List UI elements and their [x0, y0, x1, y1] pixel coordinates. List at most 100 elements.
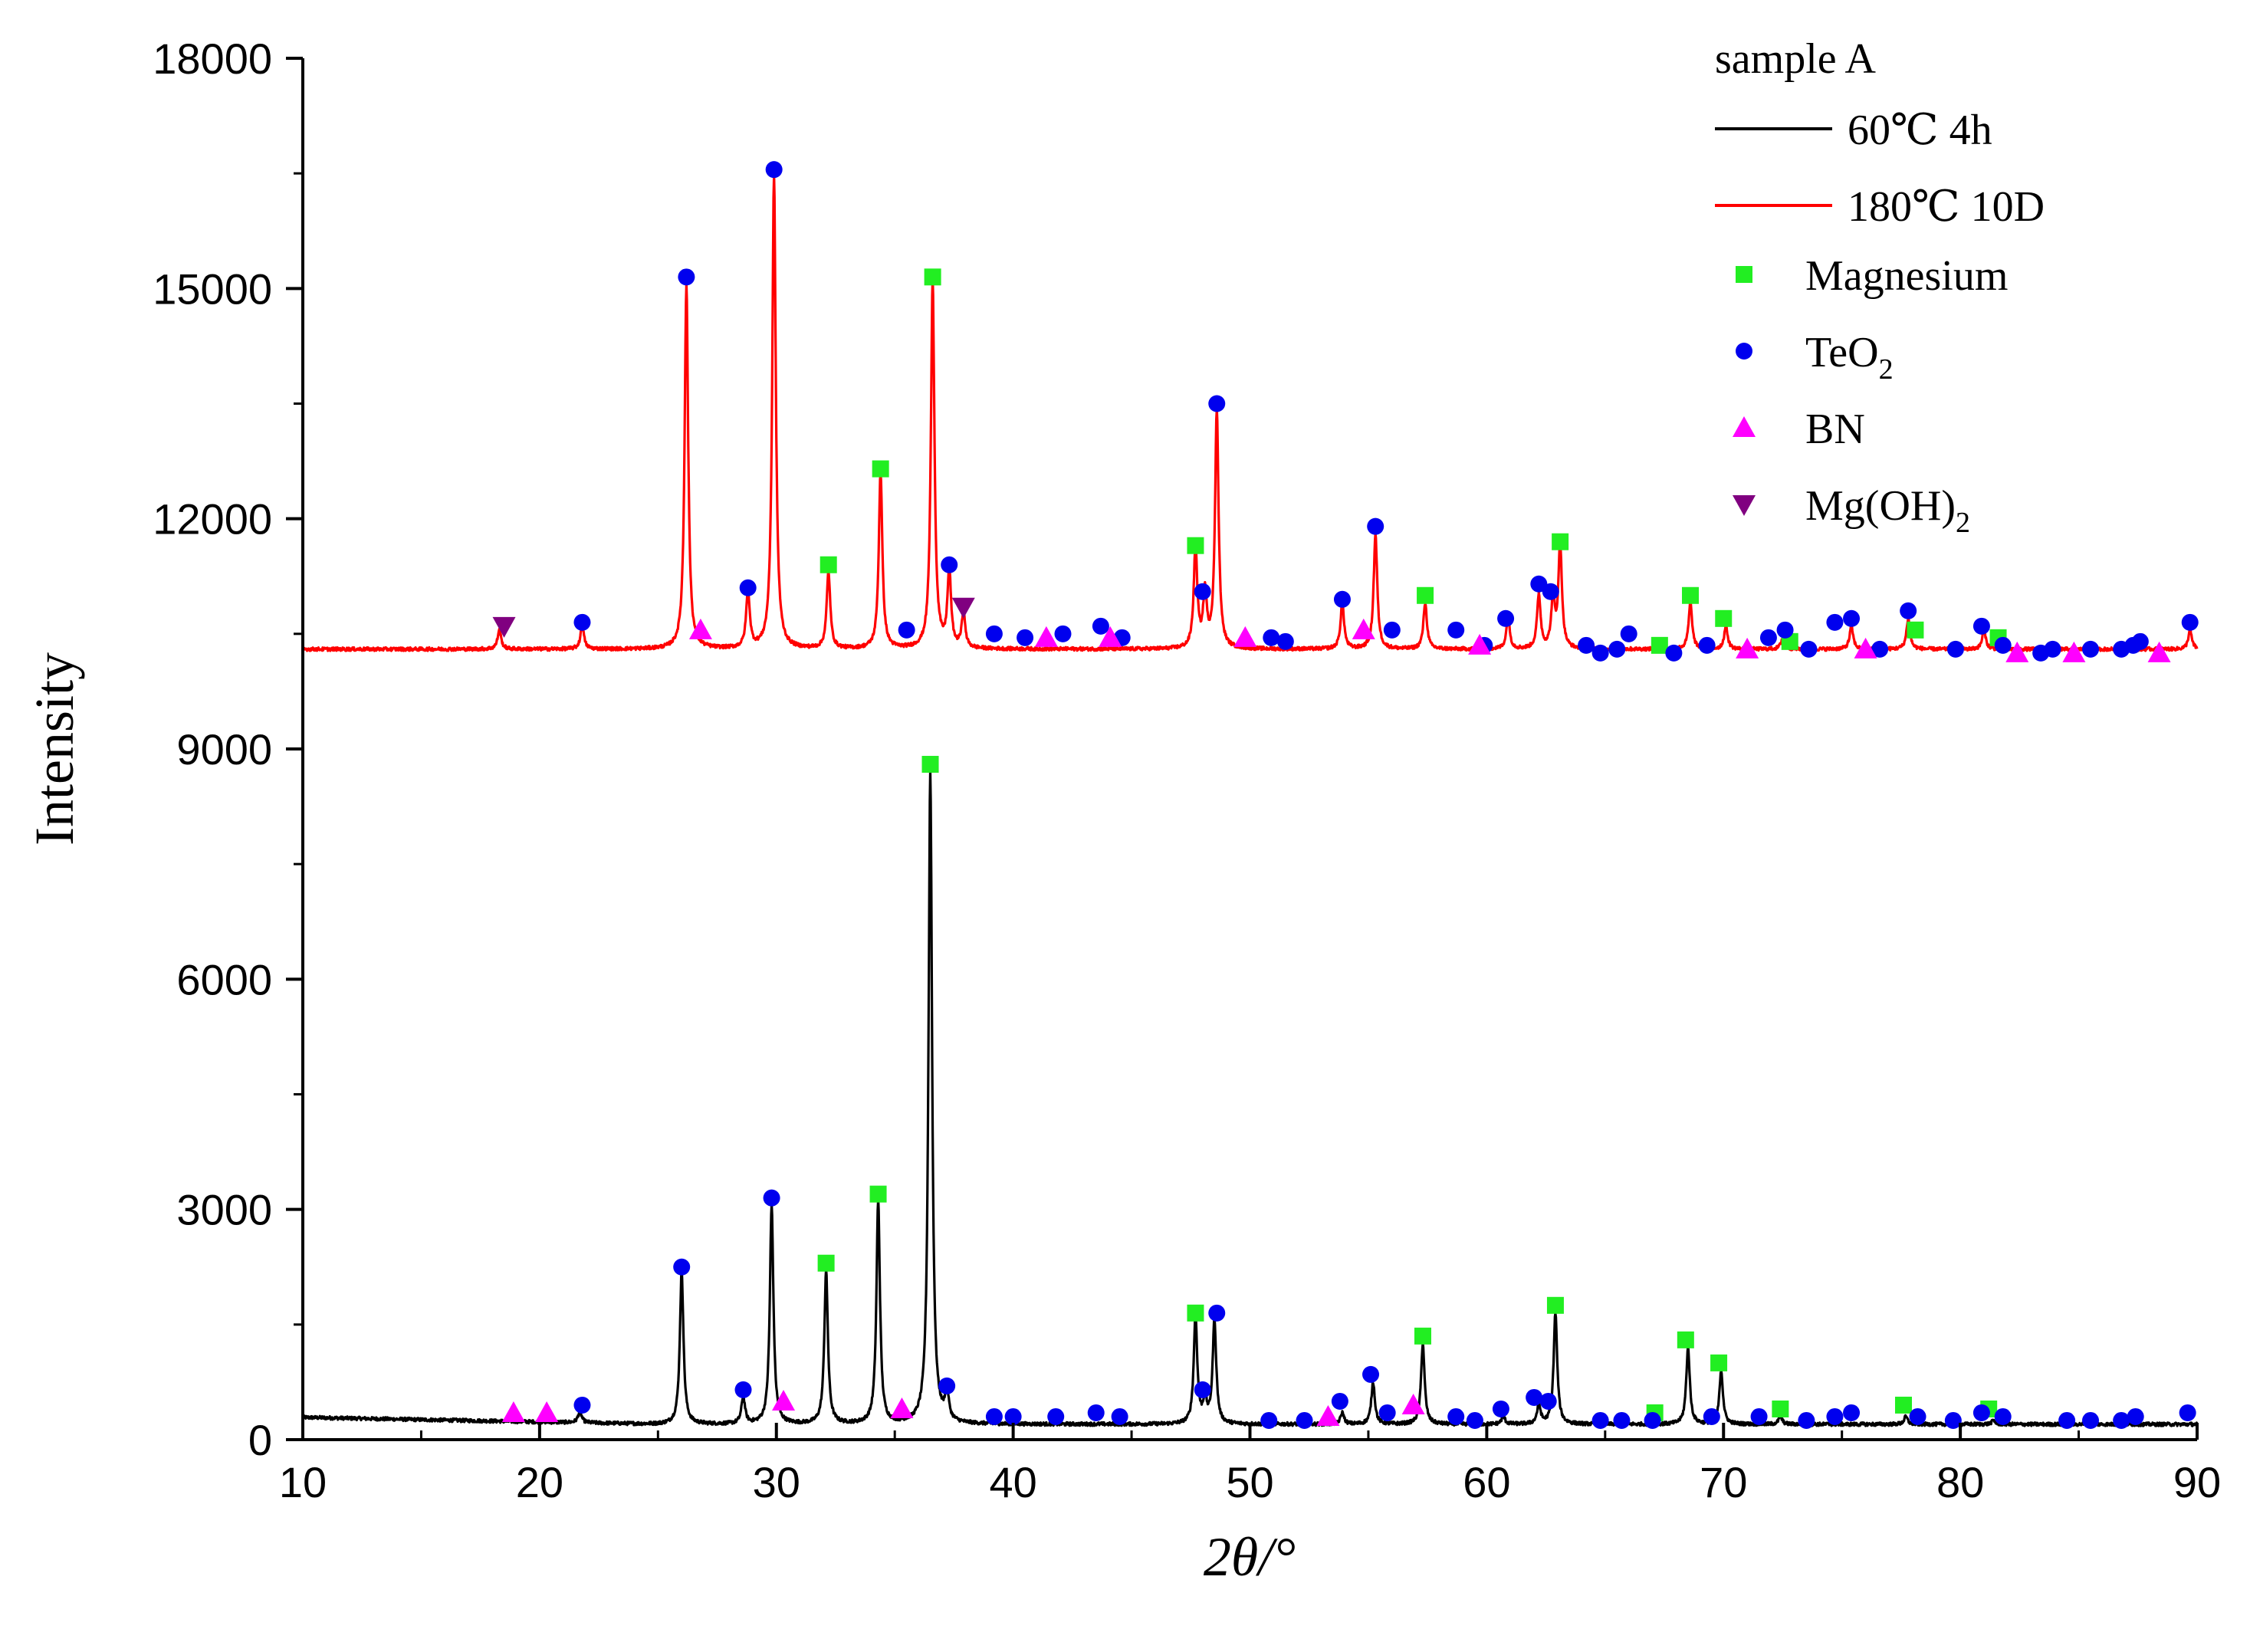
teo2-marker — [1909, 1407, 1926, 1425]
magnesium-marker — [872, 460, 889, 478]
teo2-marker — [1447, 621, 1465, 639]
bn-marker — [1401, 1393, 1425, 1414]
teo2-marker — [1466, 1411, 1483, 1429]
teo2-marker — [1843, 1404, 1861, 1421]
teo2-marker — [938, 1377, 956, 1394]
teo2-marker — [1800, 640, 1818, 658]
magnesium-marker — [924, 268, 941, 286]
tick-labels: 10 20 30 40 50 60 70 80 90 0 3000 6000 9000 12000 1500… — [153, 34, 2221, 1506]
legend-marker-label: Mg(OH)2 — [1805, 482, 1970, 539]
y-tick-label: 6000 — [176, 955, 272, 1003]
teo2-marker — [1578, 636, 1595, 654]
teo2-marker — [985, 625, 1003, 642]
x-tick-label: 50 — [1226, 1458, 1273, 1506]
teo2-marker — [941, 556, 958, 573]
teo2-marker — [1333, 590, 1351, 608]
teo2-marker — [1208, 1304, 1226, 1322]
series-line-60c-4h — [301, 770, 2199, 1427]
y-tick-label: 9000 — [176, 725, 272, 773]
teo2-marker — [734, 1381, 752, 1398]
bn-marker — [1736, 637, 1759, 659]
teo2-marker — [1871, 640, 1889, 658]
legend-marker-swatch — [1736, 266, 1752, 283]
tick-marks — [286, 57, 2199, 1441]
teo2-marker — [1703, 1407, 1720, 1425]
teo2-marker — [678, 268, 695, 286]
legend-marker-swatch — [1736, 343, 1752, 360]
x-tick-label: 70 — [1700, 1458, 1747, 1506]
bn-marker — [1233, 626, 1257, 647]
legend-series-label: 60℃ 4h — [1848, 107, 1992, 154]
teo2-marker — [573, 1396, 591, 1414]
magnesium-marker — [817, 1254, 835, 1272]
y-tick-label: 0 — [248, 1416, 272, 1464]
series-line-180c-10d — [302, 174, 2199, 652]
magnesium-marker — [1546, 1296, 1564, 1314]
teo2-marker — [1698, 636, 1716, 654]
teo2-marker — [1447, 1407, 1465, 1425]
teo2-marker — [1644, 1411, 1661, 1429]
teo2-marker — [739, 579, 757, 596]
teo2-marker — [1526, 1388, 1543, 1406]
teo2-marker — [985, 1407, 1003, 1425]
y-tick-label: 15000 — [153, 264, 272, 313]
teo2-marker — [1367, 517, 1384, 535]
teo2-marker — [1826, 1407, 1844, 1425]
teo2-marker — [573, 613, 591, 631]
bn-marker — [890, 1397, 914, 1418]
teo2-marker — [1843, 609, 1861, 627]
bn-marker — [772, 1389, 796, 1411]
y-tick-label: 18000 — [153, 34, 272, 83]
teo2-marker — [2131, 632, 2149, 650]
y-axis-title: Intensity — [24, 652, 85, 846]
teo2-marker — [1972, 617, 1990, 635]
legend-marker-label: TeO2 — [1805, 329, 1894, 386]
mgoh2-marker — [951, 597, 975, 619]
magnesium-marker — [921, 756, 939, 773]
teo2-marker — [1087, 1404, 1105, 1421]
teo2-marker — [2082, 640, 2100, 658]
magnesium-marker — [1772, 1400, 1789, 1417]
teo2-marker — [1092, 617, 1109, 635]
bn-marker — [2005, 641, 2029, 662]
teo2-marker — [1362, 1365, 1380, 1383]
legend: sample A 60℃ 4h 180℃ 10D Magnesium TeO2 BN Mg… — [1715, 35, 2045, 539]
teo2-marker — [1608, 640, 1626, 658]
x-tick-label: 60 — [1463, 1458, 1510, 1506]
teo2-marker — [1994, 1407, 2012, 1425]
x-tick-label: 10 — [279, 1458, 327, 1506]
x-tick-label: 80 — [1936, 1458, 1984, 1506]
teo2-marker — [1111, 1407, 1128, 1425]
magnesium-marker — [1414, 1327, 1431, 1345]
magnesium-marker — [1187, 537, 1204, 554]
teo2-marker — [1750, 1407, 1768, 1425]
teo2-marker — [1492, 1400, 1509, 1417]
teo2-marker — [2058, 1411, 2076, 1429]
teo2-marker — [1331, 1392, 1348, 1410]
teo2-marker — [1539, 1392, 1557, 1410]
teo2-marker — [1776, 621, 1794, 639]
magnesium-marker — [1710, 1354, 1728, 1371]
legend-marker-label: BN — [1805, 406, 1865, 453]
teo2-marker — [1944, 1411, 1962, 1429]
teo2-marker — [1004, 1407, 1022, 1425]
teo2-marker — [1972, 1404, 1990, 1421]
teo2-marker — [898, 621, 915, 639]
bn-marker — [688, 618, 712, 639]
teo2-marker — [1798, 1411, 1815, 1429]
bn-marker — [1099, 626, 1122, 647]
legend-title: sample A — [1715, 35, 1877, 83]
legend-marker-swatch — [1733, 416, 1756, 437]
magnesium-marker — [1682, 586, 1700, 604]
bn-marker — [1468, 633, 1492, 655]
mgoh2-marker — [492, 616, 516, 638]
bn-marker — [1316, 1404, 1340, 1426]
x-tick-label: 30 — [753, 1458, 800, 1506]
legend-marker-swatch — [1733, 495, 1756, 516]
legend-series-label: 180℃ 10D — [1848, 183, 2045, 231]
teo2-marker — [2044, 640, 2061, 658]
teo2-marker — [1497, 609, 1515, 627]
teo2-marker — [1208, 395, 1226, 412]
teo2-marker — [1826, 613, 1844, 631]
